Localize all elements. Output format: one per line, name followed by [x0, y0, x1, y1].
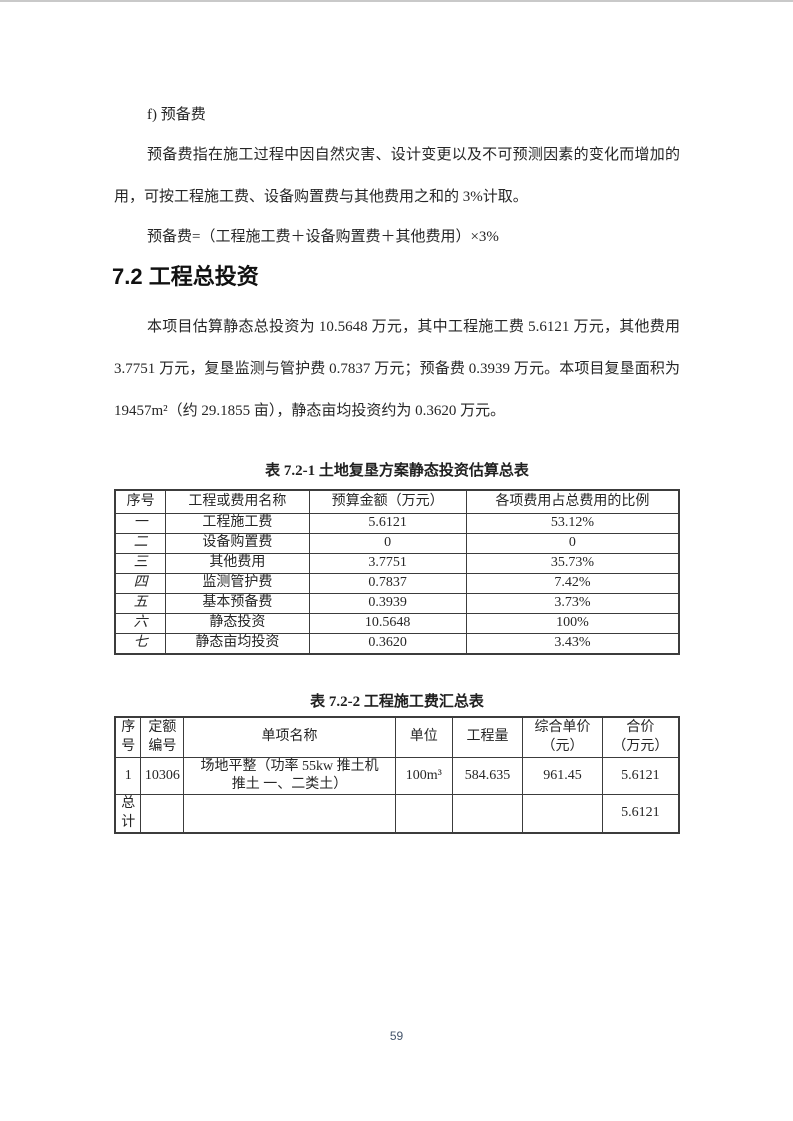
- table-title-investment-summary: 表 7.2-1 土地复垦方案静态投资估算总表: [265, 463, 529, 479]
- table-cell: 100%: [465, 613, 680, 634]
- table-row: 一工程施工费 5.6121 53.12%: [114, 513, 680, 534]
- table-cell: 10306: [140, 756, 185, 796]
- table-cell: 5.6121: [601, 756, 680, 796]
- table-cell: 3.43%: [465, 633, 680, 655]
- table-header-cell: 序号: [114, 489, 167, 514]
- table-cell: 0.3939: [308, 593, 467, 614]
- table-header-cell: 定额 编号: [140, 716, 185, 758]
- table-cell: 六: [114, 613, 167, 634]
- table-cell: 基本预备费: [165, 593, 310, 614]
- table-cell: 0: [308, 533, 467, 554]
- table-cell: [140, 794, 185, 834]
- table-cell: 5.6121: [601, 794, 680, 834]
- table-cell: [183, 794, 396, 834]
- table-title-construction-cost: 表 7.2-2 工程施工费汇总表: [310, 694, 484, 710]
- table-cell: 其他费用: [165, 553, 310, 574]
- table-header-row: 序 号定额 编号 单项名称 单位 工程量 综合单价 （元） 合价 （万元）: [114, 716, 680, 758]
- table-cell: 100m³: [394, 756, 453, 796]
- table-cell: [451, 794, 524, 834]
- table-header-cell: 工程或费用名称: [165, 489, 310, 514]
- table-cell: [394, 794, 453, 834]
- table-cell: 0.7837: [308, 573, 467, 594]
- table-header-cell: 工程量: [451, 716, 524, 758]
- page-number: 59: [389, 1029, 404, 1043]
- table-cell: 3.73%: [465, 593, 680, 614]
- paragraph-line: 用，可按工程施工费、设备购置费与其他费用之和的 3%计取。: [114, 189, 528, 205]
- table-cell: 7.42%: [465, 573, 680, 594]
- table-row: 二设备购置费 0 0: [114, 533, 680, 554]
- paragraph-line: 预备费指在施工过程中因自然灾害、设计变更以及不可预测因素的变化而增加的费: [147, 147, 680, 163]
- table-cell: 场地平整（功率 55kw 推土机 推土 一、二类土）: [183, 756, 396, 796]
- table-row: 七静态亩均投资 0.3620 3.43%: [114, 633, 680, 655]
- table-cell: 0.3620: [308, 633, 467, 655]
- table-cell: 三: [114, 553, 167, 574]
- paragraph-line: 19457m²（约 29.1855 亩），静态亩均投资约为 0.3620 万元。: [114, 403, 506, 419]
- table-header-row: 序号 工程或费用名称 预算金额（万元） 各项费用占总费用的比例: [114, 489, 680, 514]
- table-cell: 1: [114, 756, 142, 796]
- table-row: 1 10306 场地平整（功率 55kw 推土机 推土 一、二类土） 100m³ 584…: [114, 756, 680, 796]
- table-cell: 一: [114, 513, 167, 534]
- table-cell: 总 计: [114, 794, 142, 834]
- table-cell: 四: [114, 573, 167, 594]
- section-heading: 7.2 工程总投资: [112, 264, 259, 289]
- table-cell: 10.5648: [308, 613, 467, 634]
- table-row: 六静态投资 10.5648 100%: [114, 613, 680, 634]
- paragraph-line: 本项目估算静态总投资为 10.5648 万元，其中工程施工费 5.6121 万元…: [147, 319, 680, 335]
- table-header-cell: 单位: [394, 716, 453, 758]
- table-cell: 监测管护费: [165, 573, 310, 594]
- table-cell: 35.73%: [465, 553, 680, 574]
- table-cell: 设备购置费: [165, 533, 310, 554]
- table-cell: 工程施工费: [165, 513, 310, 534]
- table-header-cell: 序 号: [114, 716, 142, 758]
- table-row: 五基本预备费 0.3939 3.73%: [114, 593, 680, 614]
- table-row: 三其他费用 3.7751 35.73%: [114, 553, 680, 574]
- table-cell: 961.45: [522, 756, 603, 796]
- table-header-cell: 预算金额（万元）: [308, 489, 467, 514]
- page-top-edge-line: [0, 0, 793, 2]
- table-row: 四监测管护费 0.7837 7.42%: [114, 573, 680, 594]
- table-cell: 静态亩均投资: [165, 633, 310, 655]
- list-item-f-heading: f) 预备费: [147, 107, 206, 123]
- table-row: 总 计 5.6121: [114, 794, 680, 834]
- table-cell: 五: [114, 593, 167, 614]
- investment-estimate-table: 序号 工程或费用名称 预算金额（万元） 各项费用占总费用的比例一工程施工费 5.6121…: [114, 489, 680, 655]
- table-header-cell: 单项名称: [183, 716, 396, 758]
- table-cell: 0: [465, 533, 680, 554]
- construction-cost-summary-table: 序 号定额 编号 单项名称 单位 工程量 综合单价 （元） 合价 （万元） 1 10306 场地…: [114, 716, 680, 834]
- table-cell: [522, 794, 603, 834]
- formula-line: 预备费=（工程施工费＋设备购置费＋其他费用）×3%: [147, 229, 499, 245]
- table-header-cell: 各项费用占总费用的比例: [465, 489, 680, 514]
- table-header-cell: 合价 （万元）: [601, 716, 680, 758]
- table-cell: 5.6121: [308, 513, 467, 534]
- table-cell: 3.7751: [308, 553, 467, 574]
- table-cell: 静态投资: [165, 613, 310, 634]
- paragraph-line: 3.7751 万元，复垦监测与管护费 0.7837 万元；预备费 0.3939 …: [114, 361, 680, 377]
- table-cell: 53.12%: [465, 513, 680, 534]
- table-cell: 二: [114, 533, 167, 554]
- table-header-cell: 综合单价 （元）: [522, 716, 603, 758]
- table-cell: 584.635: [451, 756, 524, 796]
- table-cell: 七: [114, 633, 167, 655]
